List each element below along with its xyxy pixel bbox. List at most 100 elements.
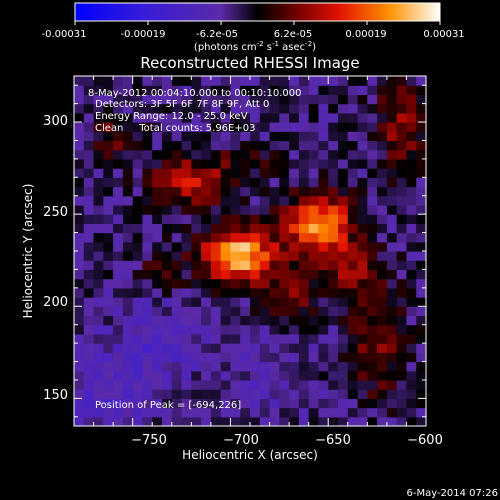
heatmap-cell	[328, 361, 339, 372]
heatmap-cell	[171, 85, 183, 96]
heatmap-cell	[338, 315, 349, 326]
heatmap-cell	[93, 232, 104, 243]
heatmap-cell	[230, 195, 241, 206]
heatmap-cell	[191, 343, 202, 353]
heatmap-cell	[298, 140, 310, 151]
heatmap-cell	[308, 131, 320, 142]
heatmap-cell	[191, 389, 202, 399]
heatmap-cell	[132, 324, 144, 335]
heatmap-cell	[171, 389, 183, 399]
heatmap-cell	[416, 204, 426, 215]
heatmap-cell	[406, 112, 417, 123]
heatmap-cell	[152, 379, 163, 390]
heatmap-cell	[142, 352, 153, 363]
heatmap-cell	[122, 168, 134, 178]
heatmap-cell	[201, 140, 212, 151]
x-tick-label-3: −600	[407, 433, 443, 448]
heatmap-cell	[396, 204, 408, 215]
heatmap-cell	[162, 158, 173, 169]
heatmap-cell	[377, 214, 388, 224]
heatmap-cell	[386, 407, 398, 418]
heatmap-cell	[210, 168, 222, 178]
heatmap-cell	[386, 122, 398, 132]
heatmap-cell	[230, 158, 241, 169]
heatmap-cell	[289, 251, 300, 261]
heatmap-cell	[406, 241, 417, 252]
heatmap-cell	[289, 168, 300, 178]
heatmap-cell	[171, 260, 183, 271]
heatmap-cell	[142, 370, 153, 381]
heatmap-cell	[83, 195, 95, 206]
heatmap-cell	[357, 361, 368, 372]
heatmap-cell	[191, 94, 202, 105]
heatmap-cell	[230, 168, 241, 178]
heatmap-cell	[338, 112, 349, 123]
heatmap-cell	[201, 195, 212, 206]
heatmap-cell	[347, 398, 359, 409]
heatmap-cell	[269, 204, 280, 215]
heatmap-cell	[93, 112, 104, 123]
heatmap-cell	[142, 306, 153, 317]
heatmap-cell	[377, 370, 388, 381]
heatmap-cell	[357, 333, 368, 344]
heatmap-cell	[298, 324, 310, 335]
heatmap-cell	[142, 379, 153, 390]
heatmap-cell	[113, 407, 124, 418]
heatmap-cell	[171, 112, 183, 123]
heatmap-cell	[142, 94, 153, 105]
heatmap-cell	[269, 315, 280, 326]
heatmap-cell	[230, 241, 241, 252]
heatmap-cell	[269, 324, 280, 335]
heatmap-cell	[318, 131, 329, 142]
heatmap-cell	[279, 94, 290, 105]
heatmap-cell	[318, 122, 329, 132]
heatmap-cell	[308, 158, 320, 169]
heatmap-cell	[240, 223, 251, 234]
heatmap-cell	[74, 168, 85, 178]
heatmap-cell	[269, 186, 280, 197]
heatmap-cell	[162, 370, 173, 381]
heatmap-cell	[230, 324, 241, 335]
heatmap-cell	[230, 315, 241, 326]
heatmap-cell	[250, 315, 261, 326]
heatmap-cell	[210, 232, 222, 243]
heatmap-cell	[122, 315, 134, 326]
heatmap-cell	[113, 223, 124, 234]
heatmap-cell	[220, 112, 232, 123]
colorbar-tick-3: 6.2e-05	[274, 29, 312, 40]
heatmap-cell	[93, 195, 104, 206]
heatmap-cell	[259, 158, 271, 169]
heatmap-cell	[396, 158, 408, 169]
heatmap-cell	[416, 186, 426, 197]
heatmap-cell	[367, 370, 378, 381]
heatmap-cell	[181, 278, 192, 289]
heatmap-cell	[132, 333, 144, 344]
heatmap-cell	[240, 352, 251, 363]
heatmap-cell	[338, 149, 349, 160]
heatmap-cell	[338, 122, 349, 132]
heatmap-cell	[328, 379, 339, 390]
heatmap-cell	[240, 315, 251, 326]
heatmap-cell	[250, 214, 261, 224]
heatmap-cell	[250, 370, 261, 381]
heatmap-cell	[289, 112, 300, 123]
heatmap-cell	[122, 297, 134, 307]
heatmap-cell	[259, 287, 271, 298]
heatmap-cell	[308, 260, 320, 271]
heatmap-cell	[416, 333, 426, 344]
heatmap-cell	[347, 278, 359, 289]
heatmap-cell	[279, 186, 290, 197]
heatmap-cell	[152, 361, 163, 372]
heatmap-cell	[250, 112, 261, 123]
heatmap-cell	[83, 241, 95, 252]
heatmap-cell	[210, 85, 222, 96]
heatmap-cell	[338, 379, 349, 390]
heatmap-cell	[191, 333, 202, 344]
heatmap-cell	[269, 122, 280, 132]
heatmap-cell	[357, 379, 368, 390]
heatmap-cell	[93, 260, 104, 271]
heatmap-cell	[338, 260, 349, 271]
heatmap-cell	[152, 76, 163, 86]
heatmap-cell	[74, 260, 85, 271]
heatmap-cell	[406, 278, 417, 289]
